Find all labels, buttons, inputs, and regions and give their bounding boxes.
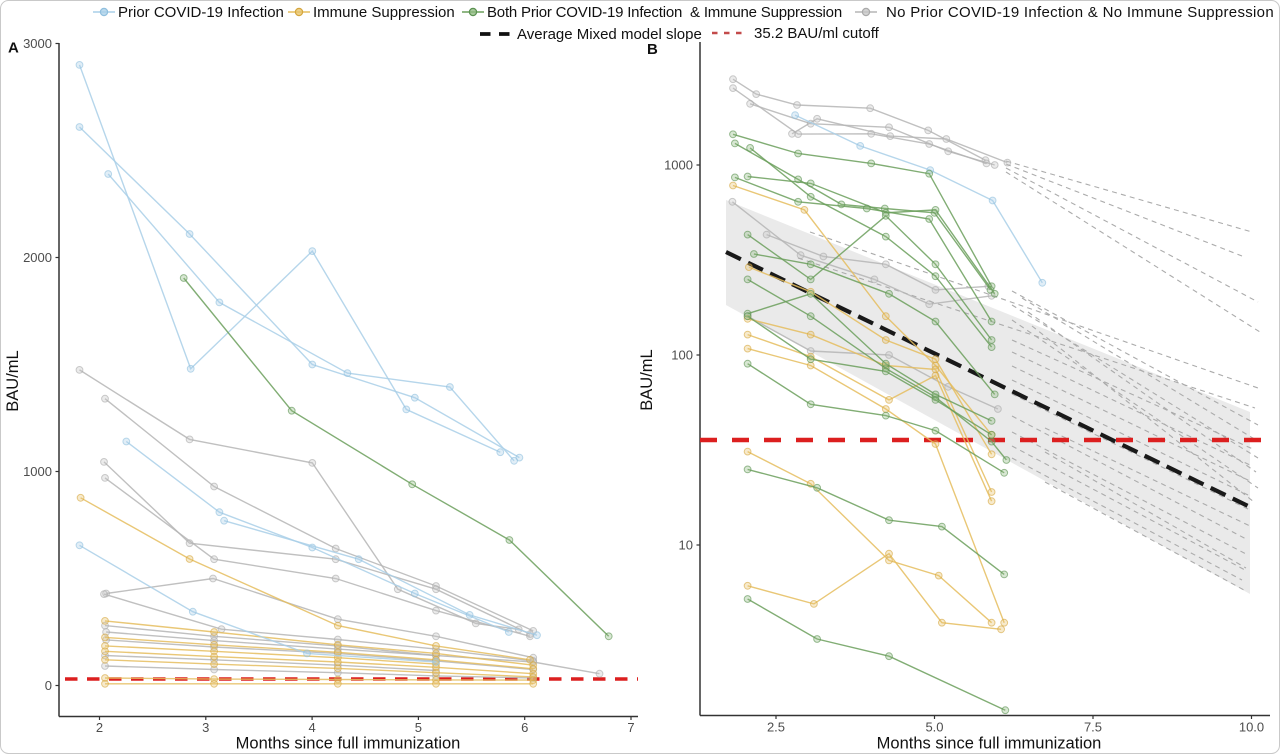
svg-text:10: 10 [679, 538, 693, 553]
svg-text:3: 3 [202, 720, 209, 735]
svg-text:No Prior COVID-19 Infection &: No Prior COVID-19 Infection & No Immune … [886, 4, 1274, 21]
svg-text:0: 0 [45, 678, 52, 693]
svg-text:3000: 3000 [23, 36, 52, 51]
svg-text:4: 4 [308, 720, 315, 735]
svg-text:100: 100 [671, 348, 693, 363]
svg-text:7.5: 7.5 [1084, 720, 1102, 735]
svg-text:A: A [8, 40, 19, 57]
svg-text:1000: 1000 [23, 464, 52, 479]
svg-text:35.2 BAU/ml cutoff: 35.2 BAU/ml cutoff [754, 25, 880, 42]
svg-text:B: B [647, 41, 658, 58]
svg-text:BAU/mL: BAU/mL [4, 350, 22, 411]
svg-text:5.0: 5.0 [925, 720, 943, 735]
svg-text:5: 5 [415, 720, 422, 735]
svg-text:Average Mixed model slope: Average Mixed model slope [517, 26, 702, 43]
svg-text:2000: 2000 [23, 250, 52, 265]
svg-text:10.0: 10.0 [1239, 720, 1264, 735]
svg-text:Immune Suppression: Immune Suppression [313, 4, 455, 21]
svg-text:1000: 1000 [664, 158, 693, 173]
svg-text:2: 2 [96, 720, 103, 735]
svg-text:Months since full immunization: Months since full immunization [877, 735, 1102, 753]
svg-text:2.5: 2.5 [767, 720, 785, 735]
svg-text:6: 6 [521, 720, 528, 735]
svg-text:BAU/mL: BAU/mL [638, 349, 656, 410]
svg-text:7: 7 [627, 720, 634, 735]
svg-text:Months since full immunization: Months since full immunization [236, 735, 461, 753]
svg-text:Prior COVID-19 Infection: Prior COVID-19 Infection [118, 4, 284, 21]
svg-text:Both Prior COVID-19 Infection: Both Prior COVID-19 Infection & Immune S… [487, 4, 842, 21]
